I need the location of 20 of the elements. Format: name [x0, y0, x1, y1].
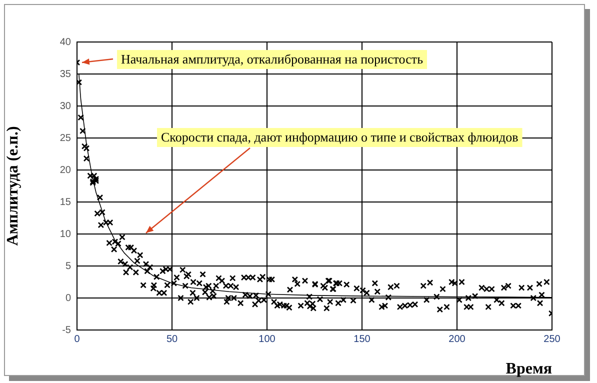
y-tick-label: 10	[60, 228, 72, 240]
annotation: Скорости спада, дают информацию о типе и свойствах флюидов	[161, 129, 518, 144]
y-tick-label: 30	[60, 100, 72, 112]
y-tick-label: 0	[65, 292, 72, 304]
x-tick-label: 150	[354, 334, 371, 345]
x-axis-title: Время	[506, 360, 552, 378]
annotation: Начальная амплитуда, откалиброванная на пористость	[121, 51, 424, 66]
x-tick-label: 0	[74, 334, 80, 345]
y-axis-title: Амплитуда (е.п.)	[4, 126, 22, 246]
y-tick-label: 5	[65, 260, 72, 272]
x-tick-label: 100	[258, 334, 276, 345]
x-tick-label: 200	[448, 334, 466, 345]
y-tick-label: 15	[60, 196, 72, 208]
x-tick-label: 50	[166, 334, 178, 345]
y-tick-label: 20	[60, 164, 72, 176]
y-tick-label: 35	[60, 68, 72, 80]
y-tick-label: -5	[62, 324, 72, 336]
x-tick-label: 250	[544, 334, 561, 345]
y-tick-label: 40	[60, 36, 72, 48]
y-tick-label: 25	[60, 132, 72, 144]
